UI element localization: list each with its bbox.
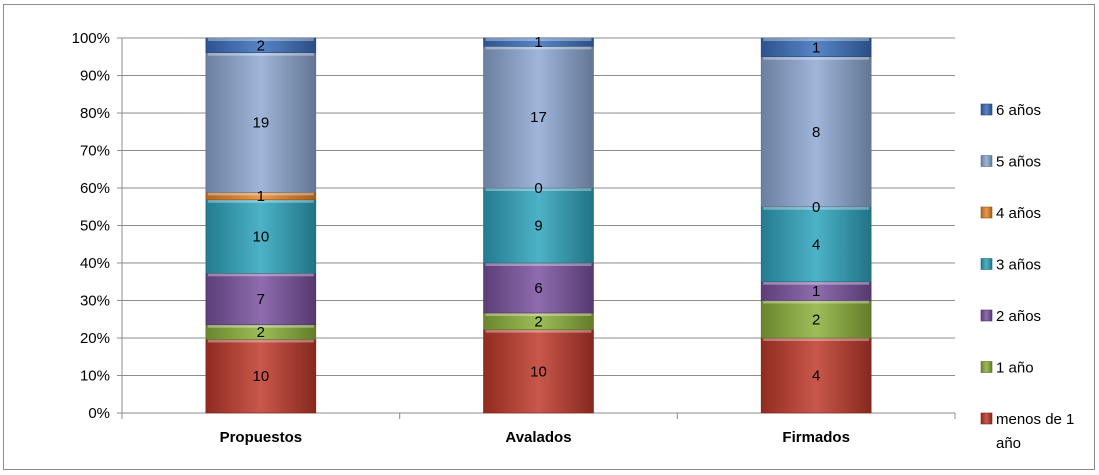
bar-highlight [485,46,592,50]
legend-label: 5 años [996,154,1041,171]
bar-segment [760,300,872,339]
data-label: 1 [534,34,542,51]
legend-swatch [980,206,993,219]
bar-highlight [207,52,314,56]
data-label: 8 [812,124,820,141]
bar-highlight [485,329,592,333]
legend-label: menos de 1 año [996,411,1074,452]
y-tick-label: 60% [80,180,110,197]
bar-highlight [763,300,870,304]
bar-highlight [485,38,592,41]
data-label: 17 [530,109,547,126]
legend-swatch [980,103,993,116]
y-tick-label: 90% [80,68,110,85]
legend-label: 6 años [996,102,1041,119]
legend: 6 años 5 años 4 años 3 años 2 años 1 año menos… [980,102,1074,452]
legend-swatch [980,155,993,167]
bar-segment [205,272,317,326]
bar-highlight [763,38,870,41]
data-label: 0 [812,199,820,216]
category-label: Avalados [505,429,571,446]
data-label: 10 [252,368,269,385]
y-tick-label: 0% [88,405,110,422]
bar-segment [760,37,872,58]
bar-highlight [485,313,592,316]
bar-highlight [763,206,870,210]
legend-swatch [980,258,993,270]
bar-segment [483,46,594,189]
legend-label: 1 año [996,360,1034,377]
bars [205,37,872,414]
data-label: 9 [534,218,542,235]
bar-highlight [485,263,592,266]
data-label: 1 [257,188,265,205]
data-labels: 10 2 7 10 1 19 2 10 2 6 9 0 17 1 4 2 1 4 0 8 1 [252,34,820,385]
bar-highlight [763,281,870,285]
bar-segment [483,329,594,414]
category-label: Propuestos [220,429,303,446]
data-label: 2 [812,311,820,328]
bar-highlight [485,188,592,191]
legend-swatch [980,361,993,373]
bar-highlight [763,56,870,60]
y-tick-label: 100% [72,30,110,47]
data-label: 1 [812,39,820,56]
data-label: 2 [534,313,542,330]
legend-label: 3 años [996,257,1041,274]
data-label: 6 [534,280,542,297]
y-tick-label: 80% [80,105,110,122]
bar-segment [205,37,317,54]
bar-highlight [207,324,314,328]
data-label: 10 [530,363,547,380]
axes: 0% 10% 20% 30% 40% 50% 60% 70% 80% 90% 100% Propues… [72,30,956,446]
bar-highlight [207,38,314,41]
y-tick-label: 40% [80,255,110,272]
data-label: 7 [257,291,265,308]
data-label: 10 [252,229,269,246]
y-tick-label: 20% [80,330,110,347]
y-tick-label: 30% [80,293,110,310]
bar-highlight [207,192,314,196]
data-label: 1 [812,283,820,300]
bar-segment [205,52,317,193]
legend-label: 4 años [996,205,1041,222]
data-label: 19 [252,115,269,132]
bar-segment [483,187,594,264]
bar-highlight [207,339,314,343]
data-label: 2 [257,324,265,341]
data-label: 0 [534,180,542,197]
bar-segment [760,337,872,414]
bar-segment [483,37,594,47]
bar-segment [760,56,872,208]
bar-highlight [207,199,314,203]
bar-segment [205,339,317,414]
bar-highlight [763,338,870,341]
y-tick-label: 70% [80,143,110,160]
bar-highlight [207,273,314,277]
legend-swatch [980,412,993,425]
legend-label: 2 años [996,308,1041,325]
legend-swatch [980,309,993,322]
data-label: 2 [257,37,265,54]
data-label: 4 [812,368,820,385]
bar-segment [205,199,317,274]
y-tick-label: 50% [80,218,110,235]
category-label: Firmados [782,429,850,446]
y-tick-label: 10% [80,368,110,385]
data-label: 4 [812,236,820,253]
